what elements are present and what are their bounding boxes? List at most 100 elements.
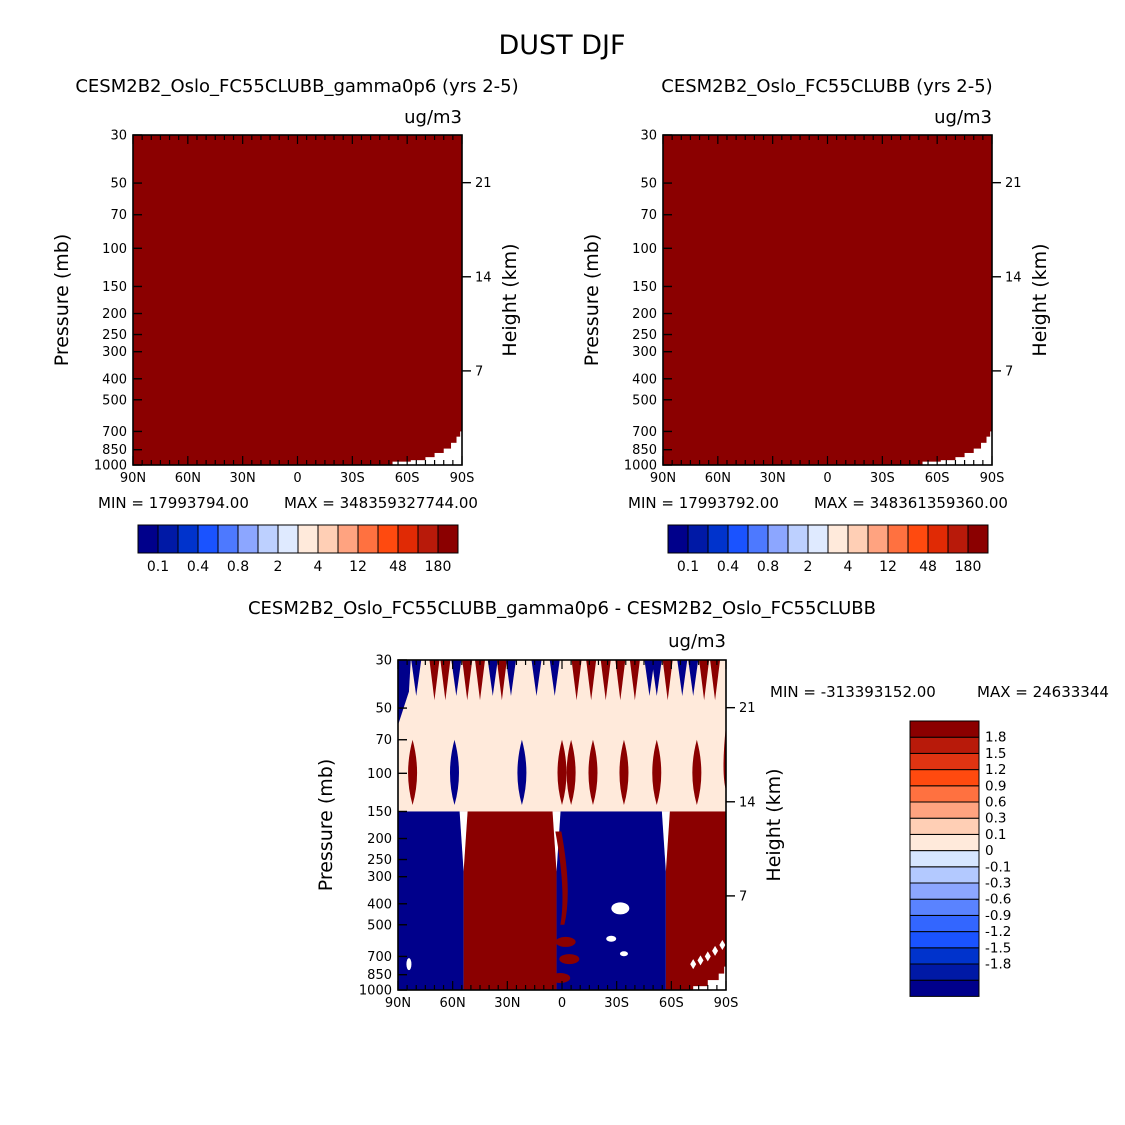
diff-white-patch (619, 951, 628, 957)
diff-colorbar-swatch (909, 931, 980, 949)
diff-ptick-label: 150 (367, 805, 392, 820)
right-plot-lat-label: 30S (870, 471, 895, 486)
diff-ptick-label: 400 (367, 897, 392, 912)
right-plot-ptick-label: 700 (632, 425, 657, 440)
diff-upper-spike (615, 660, 626, 701)
diff-upper-spike (487, 660, 498, 697)
right-plot-lat-label: 90N (650, 471, 676, 486)
diff-white-diamond (719, 940, 726, 951)
right-plot-lat-label: 60S (925, 471, 950, 486)
diff-ptick-label: 200 (367, 832, 392, 847)
left-cbar-swatch (397, 524, 419, 554)
right-plot-ptick-label: 1000 (624, 459, 657, 474)
left-plot-ptick-label: 500 (102, 393, 127, 408)
left-cbar-label: 2 (274, 559, 283, 575)
diff-upper-spike (571, 660, 582, 701)
diff-nodata-step (724, 966, 726, 990)
left-cbar-swatch (297, 524, 319, 554)
diff-upper-spike (651, 660, 662, 697)
right-cbar-label: 2 (804, 559, 813, 575)
diff-upper-spike (586, 660, 597, 701)
right-cbar-swatch (787, 524, 809, 554)
right-plot-ptick-label: 100 (632, 242, 657, 257)
diff-red-blob (550, 972, 571, 983)
right-cbar-swatch (907, 524, 929, 554)
left-plot-lat-label: 90S (450, 471, 475, 486)
right-plot-ptick-label: 30 (640, 129, 657, 144)
diff-lower-band (665, 811, 726, 990)
right-plot-ptick-label: 50 (640, 177, 657, 192)
diff-colorbar-swatch (909, 850, 980, 868)
diff-lat-label: 0 (558, 996, 566, 1011)
right-panel-plot: 3050701001502002503004005007008501000211… (581, 129, 1051, 487)
right-plot-lat-label: 90S (980, 471, 1005, 486)
left-cbar-label: 0.8 (227, 559, 249, 575)
left-cbar-swatch (357, 524, 379, 554)
right-plot-field (663, 135, 992, 465)
right-cbar-swatch (767, 524, 789, 554)
left-plot-ylabel-right: Height (km) (499, 243, 521, 356)
right-cbar-swatch (687, 524, 709, 554)
right-plot-ptick-label: 250 (632, 328, 657, 343)
diff-white-diamond (712, 945, 719, 956)
right-plot-htick-label: 7 (1005, 364, 1013, 379)
left-cbar-swatch (197, 524, 219, 554)
diff-band-seam (459, 811, 468, 872)
right-panel-max: MAX = 348361359360.00 (814, 494, 1008, 512)
left-plot-nodata-step (456, 436, 462, 465)
diff-colorbar-swatch (909, 866, 980, 884)
diff-upper-spike (549, 660, 560, 697)
left-cbar-label: 0.1 (147, 559, 169, 575)
diff-lat-label: 90N (385, 996, 411, 1011)
left-cbar-swatch (157, 524, 179, 554)
diff-upper-spike (496, 660, 507, 701)
left-plot-field (133, 135, 462, 465)
diff-colorbar-swatch (909, 898, 980, 916)
diff-band-seam (552, 811, 561, 872)
right-cbar-label: 12 (879, 559, 897, 575)
left-cbar-label: 0.4 (187, 559, 209, 575)
left-panel-max: MAX = 348359327744.00 (284, 494, 478, 512)
left-plot-lat-label: 60S (395, 471, 420, 486)
diff-upper-spike (644, 660, 655, 697)
diff-colorbar: 1.81.51.20.90.60.30.10-0.1-0.3-0.6-0.9-1… (909, 720, 1011, 997)
diff-upper-spike (505, 660, 516, 697)
diff-ylabel-right: Height (km) (763, 768, 785, 881)
diff-colorbar-label: 0.6 (985, 795, 1006, 811)
left-plot-ptick-label: 50 (110, 177, 127, 192)
diff-colorbar-swatch (909, 769, 980, 787)
left-plot-ylabel-left: Pressure (mb) (51, 234, 73, 367)
diff-mid-lens (652, 739, 662, 805)
right-cbar-label: 180 (955, 559, 982, 575)
right-plot-lat-label: 60N (705, 471, 731, 486)
left-plot-ptick-label: 30 (110, 129, 127, 144)
diff-mid-lens (692, 739, 702, 805)
left-plot-ptick-label: 400 (102, 372, 127, 387)
diff-upper-spike (411, 660, 422, 697)
right-plot-ptick-label: 500 (632, 393, 657, 408)
left-cbar-label: 48 (389, 559, 407, 575)
left-cbar-swatch (437, 524, 459, 554)
left-cbar-swatch (277, 524, 299, 554)
left-plot-ptick-label: 70 (110, 208, 127, 223)
right-colorbar: 0.1 0.4 0.8 2 4 12 48 180 (667, 524, 989, 575)
right-plot-ylabel-right: Height (km) (1029, 243, 1051, 356)
diff-ptick-label: 250 (367, 853, 392, 868)
right-panel-units: ug/m3 (934, 107, 992, 128)
figure-title: DUST DJF (498, 30, 625, 61)
right-plot-htick-label: 14 (1005, 270, 1022, 285)
diff-panel-units: ug/m3 (668, 631, 726, 652)
left-cbar-swatch (137, 524, 159, 554)
left-plot-ptick-label: 150 (102, 280, 127, 295)
right-cbar-swatch (667, 524, 689, 554)
diff-upper-spike (531, 660, 542, 697)
right-plot-nodata-step (986, 436, 992, 465)
diff-white-patch (606, 935, 617, 942)
diff-mid-lens (408, 739, 418, 805)
left-cbar-swatch (417, 524, 439, 554)
diff-colorbar-label: -0.3 (985, 876, 1011, 892)
left-plot-htick-label: 14 (475, 270, 492, 285)
diff-ptick-label: 70 (375, 733, 392, 748)
left-cbar-label: 12 (349, 559, 367, 575)
diff-panel-title: CESM2B2_Oslo_FC55CLUBB_gamma0p6 - CESM2B… (248, 598, 876, 619)
